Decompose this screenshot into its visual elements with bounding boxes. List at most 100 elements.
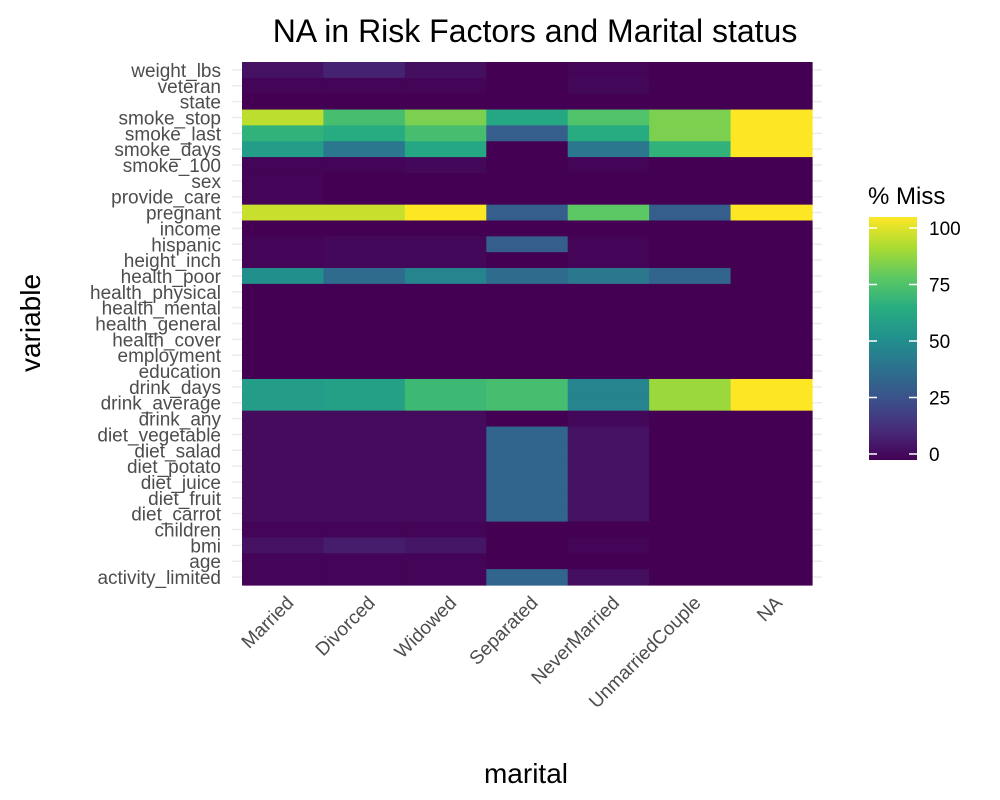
heatmap-cell <box>730 77 813 95</box>
heatmap-cell <box>404 77 487 95</box>
heatmap-cell <box>323 489 406 507</box>
heatmap-cell <box>649 363 732 380</box>
heatmap-cell <box>323 283 406 301</box>
heatmap-cell <box>486 315 569 333</box>
heatmap-cell <box>323 220 406 237</box>
heatmap-cell <box>730 157 813 174</box>
y-tick-label: activity_limited <box>97 568 221 589</box>
heatmap-cell <box>486 283 569 301</box>
heatmap-cell <box>486 505 569 523</box>
heatmap-cell <box>242 172 325 190</box>
heatmap-cell <box>404 299 487 317</box>
y-tick-label: health_poor <box>121 267 222 288</box>
heatmap-cell <box>649 394 732 412</box>
heatmap-cell <box>486 157 569 174</box>
heatmap-cell <box>323 426 406 443</box>
heatmap-cell <box>242 125 325 142</box>
heatmap-cell <box>649 569 732 586</box>
y-tick-label: smoke_last <box>125 124 222 145</box>
heatmap-cell <box>486 363 569 380</box>
heatmap-cell <box>649 220 732 237</box>
heatmap-cell <box>649 410 732 428</box>
heatmap-cell <box>649 442 732 459</box>
heatmap-cell <box>567 458 650 475</box>
heatmap-cell <box>242 474 325 491</box>
heatmap-cell <box>567 489 650 507</box>
heatmap-cell <box>323 378 406 396</box>
heatmap-cell <box>404 442 487 459</box>
heatmap-cell <box>567 172 650 190</box>
y-tick-label: age <box>189 552 221 573</box>
heatmap-cell <box>323 474 406 491</box>
y-tick-label: health_mental <box>102 299 221 320</box>
heatmap-cell <box>404 569 487 586</box>
heatmap-cell <box>242 553 325 570</box>
heatmap-cell <box>649 505 732 523</box>
legend-tick-label: 0 <box>929 445 940 466</box>
heatmap-cell <box>486 378 569 396</box>
heatmap-cell <box>730 363 813 380</box>
heatmap-cell <box>404 188 487 206</box>
y-tick-label: veteran <box>158 77 221 98</box>
heatmap-cell <box>404 204 487 222</box>
heatmap-cell <box>323 347 406 364</box>
heatmap-cell <box>486 62 569 79</box>
heatmap-cell <box>567 394 650 412</box>
heatmap-cell <box>567 442 650 459</box>
heatmap-cell <box>242 299 325 317</box>
x-tick-label: Widowed <box>391 593 461 663</box>
heatmap-cell <box>486 188 569 206</box>
heatmap-cell <box>404 141 487 158</box>
heatmap-cell <box>242 537 325 554</box>
y-tick-label: weight_lbs <box>130 61 221 82</box>
heatmap-cell <box>730 553 813 570</box>
heatmap-cell <box>567 521 650 539</box>
heatmap-cell <box>404 347 487 364</box>
heatmap-cell <box>567 204 650 222</box>
heatmap-cell <box>486 172 569 190</box>
heatmap-cell <box>730 283 813 301</box>
heatmap-cell <box>323 204 406 222</box>
heatmap-cell <box>486 537 569 554</box>
y-tick-label: employment <box>118 346 222 367</box>
legend-ticks: 0 25 50 75 100 <box>869 219 961 466</box>
heatmap-cell <box>730 458 813 475</box>
y-tick-label: hispanic <box>151 235 221 256</box>
heatmap-cell <box>730 505 813 523</box>
heatmap-cell <box>242 141 325 158</box>
heatmap-cell <box>242 204 325 222</box>
x-tick-label: Separated <box>466 593 543 670</box>
heatmap-cell <box>730 378 813 396</box>
x-axis-title: marital <box>484 758 568 789</box>
heatmap-cell <box>567 283 650 301</box>
heatmap-cell <box>730 331 813 348</box>
heatmap-cell <box>567 236 650 253</box>
heatmap-cell <box>649 188 732 206</box>
heatmap-cell <box>486 394 569 412</box>
y-tick-label: diet_vegetable <box>97 425 221 446</box>
heatmap-cell <box>242 157 325 174</box>
heatmap-cell <box>323 458 406 475</box>
heatmap-cell <box>567 315 650 333</box>
heatmap-cell <box>649 252 732 269</box>
heatmap-cell <box>404 553 487 570</box>
heatmap-cell <box>730 426 813 443</box>
heatmap-cell <box>486 299 569 317</box>
heatmap-cell <box>404 378 487 396</box>
heatmap-cell <box>730 442 813 459</box>
heatmap-cell <box>649 157 732 174</box>
y-tick-label: health_general <box>95 315 221 336</box>
heatmap-cell <box>567 553 650 570</box>
heatmap-cell <box>567 109 650 126</box>
y-tick-label: provide_care <box>111 188 221 209</box>
y-tick-label: bmi <box>190 536 221 557</box>
y-tick-label: drink_any <box>139 410 222 431</box>
y-tick-label: pregnant <box>146 204 222 225</box>
heatmap-cell <box>486 410 569 428</box>
y-tick-label: diet_fruit <box>148 489 222 510</box>
heatmap-cell <box>730 62 813 79</box>
legend-title: % Miss <box>868 183 945 210</box>
heatmap-cell <box>567 188 650 206</box>
heatmap-cell <box>649 315 732 333</box>
y-tick-label: state <box>180 93 221 114</box>
